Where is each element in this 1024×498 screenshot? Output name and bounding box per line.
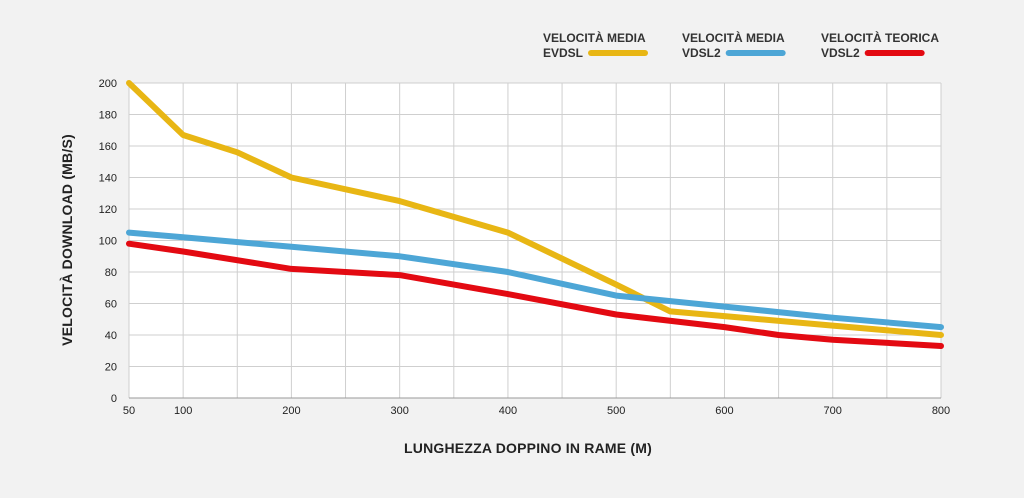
- axis-tick-labels: 0 20 40 60 80 100 120 140 160 180 200 50 100 200 300 40…: [99, 78, 951, 417]
- x-tick-label: 600: [715, 405, 733, 417]
- x-tick-label: 200: [282, 405, 300, 417]
- legend-label-line2: EVDSL: [543, 46, 583, 60]
- legend-label-line1: VELOCITÀ TEORICA: [821, 30, 939, 45]
- y-tick-label: 60: [105, 299, 117, 311]
- series-lines: [126, 80, 944, 349]
- y-tick-label: 200: [99, 78, 117, 90]
- x-tick-label: 50: [123, 405, 135, 417]
- legend-label-line2: VDSL2: [821, 46, 860, 60]
- y-tick-label: 0: [111, 393, 117, 405]
- y-tick-label: 80: [105, 267, 117, 279]
- x-axis-title: LUNGHEZZA DOPPINO IN RAME (M): [404, 440, 652, 456]
- x-tick-label: 300: [390, 405, 408, 417]
- y-tick-label: 140: [99, 173, 117, 185]
- y-axis-title: VELOCITÀ DOWNLOAD (MB/S): [59, 134, 75, 346]
- x-tick-label: 400: [499, 405, 517, 417]
- series-line: [126, 240, 944, 349]
- x-tick-label: 700: [824, 405, 842, 417]
- y-tick-label: 160: [99, 141, 117, 153]
- y-tick-label: 180: [99, 110, 117, 122]
- y-tick-label: 40: [105, 330, 117, 342]
- x-tick-label: 500: [607, 405, 625, 417]
- legend-label-line2: VDSL2: [682, 46, 721, 60]
- legend-label-line1: VELOCITÀ MEDIA: [543, 30, 646, 45]
- grid: [128, 82, 942, 399]
- y-tick-label: 120: [99, 204, 117, 216]
- legend-label-line1: VELOCITÀ MEDIA: [682, 30, 785, 45]
- y-tick-label: 100: [99, 236, 117, 248]
- y-tick-label: 20: [105, 362, 117, 374]
- series-line: [126, 229, 944, 331]
- x-tick-label: 800: [932, 405, 950, 417]
- x-tick-label: 100: [174, 405, 192, 417]
- series-line: [126, 80, 944, 338]
